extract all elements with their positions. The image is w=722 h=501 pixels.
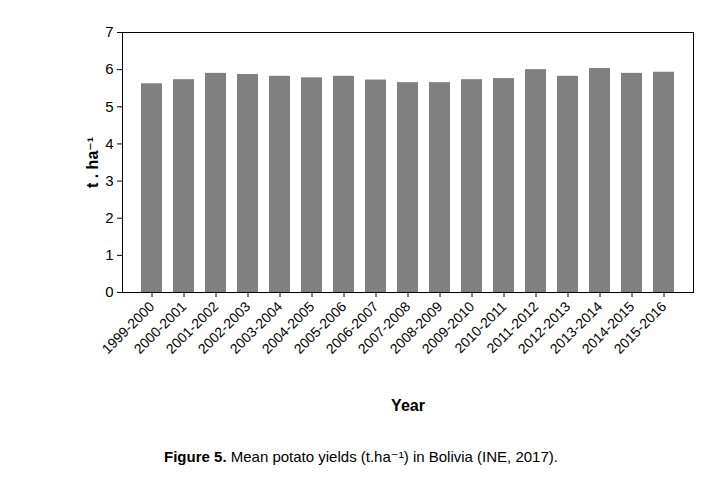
svg-text:2002-2003: 2002-2003 [194, 298, 254, 357]
svg-text:3: 3 [105, 172, 113, 189]
svg-text:2007-2008: 2007-2008 [354, 298, 414, 357]
svg-text:4: 4 [105, 135, 113, 152]
svg-text:2006-2007: 2006-2007 [322, 298, 382, 357]
svg-text:2008-2009: 2008-2009 [386, 298, 446, 357]
svg-text:2013-2014: 2013-2014 [546, 298, 606, 357]
svg-text:Year: Year [391, 397, 425, 414]
svg-text:2: 2 [105, 209, 113, 226]
svg-text:1999-2000: 1999-2000 [98, 298, 158, 357]
svg-text:6: 6 [105, 60, 113, 77]
svg-text:7: 7 [105, 23, 113, 40]
svg-text:2012-2013: 2012-2013 [514, 298, 574, 357]
svg-text:2004-2005: 2004-2005 [258, 298, 318, 357]
svg-text:2005-2006: 2005-2006 [290, 298, 350, 357]
svg-text:2000-2001: 2000-2001 [130, 298, 190, 357]
svg-text:2010-2011: 2010-2011 [451, 298, 510, 357]
svg-text:2014-2015: 2014-2015 [578, 298, 638, 357]
svg-text:2003-2004: 2003-2004 [226, 298, 286, 357]
svg-text:2011-2012: 2011-2012 [483, 298, 542, 357]
svg-text:5: 5 [105, 98, 113, 115]
svg-text:2015-2016: 2015-2016 [611, 298, 670, 357]
svg-text:0: 0 [105, 283, 113, 300]
svg-text:t . ha⁻¹: t . ha⁻¹ [84, 137, 101, 188]
svg-text:2001-2002: 2001-2002 [162, 298, 222, 357]
svg-text:2009-2010: 2009-2010 [418, 298, 478, 357]
svg-text:1: 1 [105, 246, 113, 263]
html-text:Figure 5. Mean potato yields (: Figure 5. Mean potato yields (t.ha⁻¹) in… [164, 448, 558, 465]
